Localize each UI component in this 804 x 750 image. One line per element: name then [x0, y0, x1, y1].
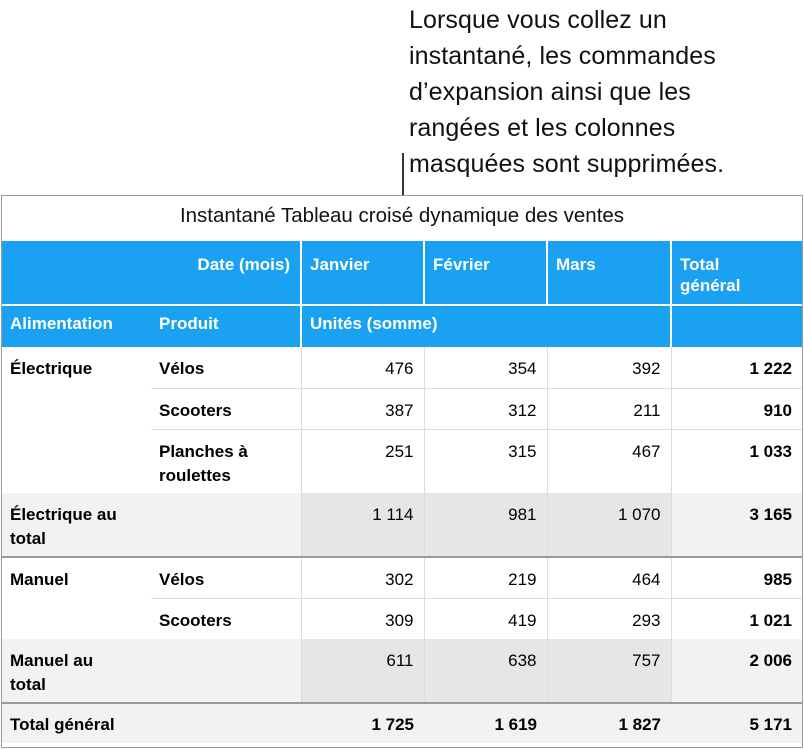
value-cell: 309 [300, 598, 424, 639]
callout-line: rangées et les colonnes [409, 114, 676, 142]
subtotal-label-line: Manuel au [10, 651, 94, 670]
values-header[interactable]: Unités (somme) [301, 305, 672, 347]
group-label: Manuel [2, 556, 151, 639]
subtotal-row: Électrique au total 1 114 981 1 070 3 16… [2, 493, 802, 557]
subtotal-label-line: total [10, 529, 46, 548]
grand-total-header-line: Total [680, 255, 720, 274]
empty-cell [151, 639, 301, 703]
table-row: Scooters 387 312 211 910 [2, 388, 802, 430]
grand-total-header[interactable]: Total général [671, 241, 802, 306]
value-cell: 219 [423, 556, 547, 599]
row-total-cell: 1 021 [670, 598, 802, 639]
grand-total-value-cell: 5 171 [671, 702, 802, 743]
grand-total-row: Total général 1 725 1 619 1 827 5 171 [2, 702, 802, 743]
empty-cell [151, 493, 301, 557]
field-header-alimentation[interactable]: Alimentation [2, 305, 151, 347]
product-label: Scooters [151, 388, 301, 430]
subtotal-value-cell: 1 070 [546, 493, 671, 557]
table-row: Manuel Vélos 302 219 464 985 [2, 556, 802, 639]
callout-text: Lorsque vous collez un instantané, les c… [409, 2, 799, 182]
table-row: Scooters 309 419 293 1 021 [2, 598, 802, 639]
value-cell: 476 [300, 347, 424, 389]
subtotal-label: Électrique au total [2, 493, 151, 557]
value-cell: 467 [546, 429, 671, 493]
header-empty-cell [671, 305, 802, 347]
value-cell: 387 [300, 388, 424, 430]
date-label: Date (mois) [151, 241, 302, 306]
value-cell: 293 [546, 598, 671, 639]
subtotal-label: Manuel au total [2, 639, 151, 703]
subtotal-value-cell: 611 [300, 639, 424, 703]
value-cell: 312 [423, 388, 547, 430]
field-header-produit[interactable]: Produit [151, 305, 302, 347]
table-title: Instantané Tableau croisé dynamique des … [179, 204, 625, 227]
subtotal-row: Manuel au total 611 638 757 2 006 [2, 639, 802, 703]
value-cell: 251 [300, 429, 424, 493]
pivot-table-snapshot[interactable]: Instantané Tableau croisé dynamique des … [1, 195, 803, 748]
callout-line: Lorsque vous collez un [409, 6, 667, 34]
product-label-line: Planches à [159, 441, 248, 461]
subtotal-value-cell: 1 114 [300, 493, 424, 557]
empty-cell [151, 702, 301, 743]
table-row: Planches à roulettes 251 315 467 1 033 [2, 429, 802, 493]
grand-total-value-cell: 1 827 [547, 702, 671, 743]
value-cell: 354 [423, 347, 547, 389]
product-label: Vélos [151, 347, 301, 389]
row-total-cell: 910 [670, 388, 802, 430]
header-row-months: Date (mois) Janvier Février Mars Total g… [2, 241, 802, 306]
callout-leader-line [402, 153, 404, 195]
value-cell: 211 [546, 388, 671, 430]
subtotal-value-cell: 981 [423, 493, 547, 557]
grand-total-value-cell: 1 619 [424, 702, 547, 743]
month-header[interactable]: Janvier [301, 241, 425, 306]
product-label: Planches à roulettes [151, 429, 301, 493]
header-empty-cell [2, 241, 151, 306]
value-cell: 302 [300, 556, 424, 599]
value-cell: 315 [423, 429, 547, 493]
row-total-cell: 1 222 [670, 347, 802, 389]
subtotal-label-line: total [10, 675, 46, 694]
value-cell: 464 [546, 556, 671, 599]
callout-line: masquées sont supprimées. [409, 150, 725, 178]
subtotal-value-cell: 638 [423, 639, 547, 703]
row-total-cell: 985 [670, 556, 802, 599]
month-header[interactable]: Mars [547, 241, 672, 306]
value-cell: 392 [546, 347, 671, 389]
value-cell: 419 [423, 598, 547, 639]
grand-total-label: Total général [2, 702, 151, 743]
month-header[interactable]: Février [424, 241, 548, 306]
pivot-table: Date (mois) Janvier Février Mars Total g… [2, 241, 802, 743]
product-label-line: roulettes [159, 465, 231, 485]
grand-total-value-cell: 1 725 [301, 702, 424, 743]
grand-total-header-line: général [680, 276, 741, 295]
header-row-fields: Alimentation Produit Unités (somme) [2, 305, 802, 347]
product-label: Vélos [151, 556, 301, 599]
subtotal-label-line: Électrique au [10, 505, 117, 524]
callout-line: d’expansion ainsi que les [409, 78, 691, 106]
subtotal-total-cell: 3 165 [670, 493, 802, 557]
callout-line: instantané, les commandes [409, 42, 716, 70]
row-total-cell: 1 033 [670, 429, 802, 493]
table-row: Électrique Vélos 476 354 392 1 222 [2, 347, 802, 389]
product-label: Scooters [159, 610, 232, 630]
group-label: Électrique [10, 359, 93, 378]
subtotal-total-cell: 2 006 [670, 639, 802, 703]
subtotal-value-cell: 757 [546, 639, 671, 703]
